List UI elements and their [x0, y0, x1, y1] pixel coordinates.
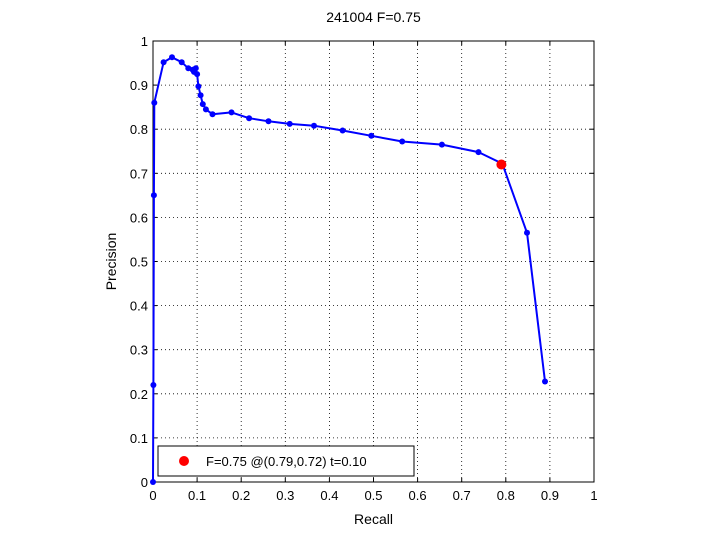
pr-data-point [150, 382, 157, 388]
y-tick-label: 0.2 [130, 387, 148, 402]
legend: F=0.75 @(0.79,0.72) t=0.10 [157, 445, 415, 477]
best-f-marker [496, 159, 507, 170]
pr-data-point [438, 141, 445, 148]
x-tick-label: 0.3 [276, 488, 294, 503]
pr-curve [152, 56, 546, 483]
x-tick-label: 0.6 [409, 488, 427, 503]
best-f-point [496, 159, 507, 170]
pr-data-point [151, 99, 158, 106]
pr-data-point [246, 115, 253, 122]
x-tick-label: 0.9 [541, 488, 559, 503]
series-line [152, 56, 546, 483]
y-tick-label: 1 [141, 34, 148, 49]
pr-data-point [368, 132, 375, 139]
y-tick-label: 0.6 [130, 210, 148, 225]
pr-data-point [286, 120, 293, 127]
y-tick-label: 0.8 [130, 122, 148, 137]
pr-data-point [150, 479, 156, 485]
series-points [150, 54, 548, 485]
pr-data-point [169, 54, 175, 61]
x-tick-label: 0.2 [232, 488, 250, 503]
pr-data-point [339, 127, 346, 134]
pr-data-point [228, 109, 235, 116]
x-tick-label: 0.1 [188, 488, 206, 503]
y-tick-label: 0.3 [130, 343, 148, 358]
pr-data-point [150, 192, 157, 199]
x-tick-label: 0 [149, 488, 156, 503]
chart-title: 241004 F=0.75 [326, 9, 421, 25]
pr-data-point [185, 65, 192, 72]
x-tick-label: 1 [590, 488, 597, 503]
pr-data-point [199, 101, 206, 108]
legend-marker [179, 456, 189, 466]
pr-data-point [475, 149, 482, 156]
pr-data-point [399, 138, 406, 145]
x-axis-title: Recall [354, 511, 393, 527]
pr-data-point [265, 118, 272, 125]
pr-data-point [202, 106, 209, 113]
x-tick-label: 0.5 [364, 488, 382, 503]
pr-data-point [542, 378, 548, 385]
legend-label: F=0.75 @(0.79,0.72) t=0.10 [206, 454, 367, 469]
pr-data-point [195, 83, 202, 90]
pr-data-point [311, 122, 317, 129]
y-tick-label: 0.5 [130, 255, 148, 270]
y-axis-title: Precision [103, 233, 119, 291]
pr-data-point [160, 59, 167, 66]
y-tick-label: 0.1 [130, 431, 148, 446]
y-tick-label: 0.7 [130, 166, 148, 181]
pr-data-point [209, 111, 216, 118]
grid [153, 41, 594, 482]
x-tick-label: 0.7 [453, 488, 471, 503]
y-tick-label: 0 [141, 475, 148, 490]
ticks: 0 0.1 0.2 0.3 0.4 0.5 0.6 0.7 0.8 0.9 1 0 0.1 0.2 0.3 0… [130, 34, 598, 503]
x-tick-label: 0.8 [497, 488, 515, 503]
y-tick-label: 0.4 [130, 299, 148, 314]
pr-data-point [178, 59, 185, 66]
y-tick-label: 0.9 [130, 78, 148, 93]
pr-data-point [524, 229, 530, 236]
legend-box [157, 445, 415, 477]
x-tick-label: 0.4 [320, 488, 338, 503]
pr-data-point [197, 92, 204, 99]
